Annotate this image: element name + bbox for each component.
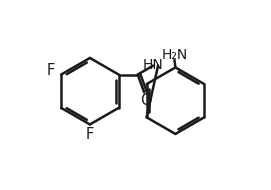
Text: HN: HN: [143, 58, 164, 72]
Text: F: F: [86, 127, 94, 142]
Text: F: F: [47, 63, 55, 78]
Text: H₂N: H₂N: [161, 48, 188, 62]
Text: O: O: [140, 93, 152, 108]
